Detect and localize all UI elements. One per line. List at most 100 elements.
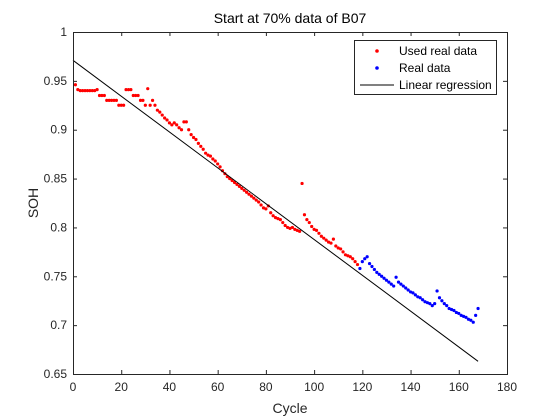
real-data-point — [471, 320, 475, 324]
used-real-data-point — [235, 182, 239, 187]
real-data-point — [428, 302, 432, 306]
real-data-point — [401, 284, 405, 288]
used-real-data-point — [126, 88, 131, 92]
used-real-data-point — [254, 198, 258, 202]
used-real-data-point — [150, 98, 155, 102]
y-tick-label: 1 — [60, 25, 67, 39]
x-tick-label: 40 — [163, 380, 177, 394]
legend-marker-used-real-data — [375, 49, 379, 53]
real-data-point — [447, 306, 451, 311]
used-real-data-point — [165, 118, 169, 122]
used-real-data-point — [237, 184, 241, 188]
used-real-data-point — [353, 260, 357, 264]
real-data-point — [406, 288, 410, 292]
used-real-data-point — [300, 181, 304, 186]
x-axis-title: Cycle — [272, 400, 307, 416]
x-tick-label: 160 — [449, 380, 469, 394]
used-real-data-point — [155, 108, 159, 112]
used-real-data-point — [208, 154, 213, 158]
used-real-data-point — [298, 229, 302, 233]
used-real-data-point — [124, 88, 128, 92]
legend-label-real-data: Real data — [399, 61, 451, 75]
chart-title: Start at 70% data of B07 — [214, 10, 367, 26]
used-real-data-point — [189, 133, 193, 137]
used-real-data-point — [141, 98, 145, 102]
x-tick-label: 180 — [497, 380, 517, 394]
used-real-data-point — [81, 89, 85, 93]
x-tick-label: 80 — [259, 380, 273, 394]
real-data-point — [437, 296, 442, 300]
used-real-data-point — [249, 194, 254, 198]
used-real-data-point — [326, 240, 331, 244]
y-tick-label: 0.85 — [44, 172, 68, 186]
used-real-data-point — [290, 225, 295, 230]
used-real-data-point — [257, 200, 261, 204]
used-real-data-point — [339, 247, 343, 251]
used-real-data-point — [163, 116, 167, 120]
real-data-point — [433, 302, 437, 306]
y-tick-label: 0.75 — [44, 269, 68, 283]
real-data-point — [370, 264, 374, 269]
real-data-point — [445, 304, 449, 308]
real-data-point — [459, 313, 463, 317]
y-tick-label: 0.95 — [44, 74, 68, 88]
real-data-point — [360, 260, 364, 264]
used-real-data-point — [305, 218, 309, 222]
real-data-point — [449, 307, 454, 312]
used-real-data-point — [310, 224, 314, 229]
real-data-point — [375, 270, 379, 274]
used-real-data-point — [240, 186, 244, 190]
used-real-data-point — [218, 165, 222, 169]
real-data-point — [440, 299, 444, 303]
used-real-data-point — [211, 157, 215, 161]
real-data-point — [430, 304, 434, 308]
used-real-data-point — [334, 244, 338, 248]
used-real-data-point — [281, 220, 285, 225]
used-real-data-point — [95, 88, 99, 92]
used-real-data-point — [146, 87, 150, 91]
y-axis-title: SOH — [25, 188, 41, 218]
used-real-data-point — [336, 246, 340, 250]
used-real-data-point — [307, 220, 311, 225]
real-data-point — [394, 275, 398, 279]
used-real-data-point — [97, 93, 102, 98]
real-data-point — [452, 308, 456, 313]
used-real-data-point — [100, 93, 104, 98]
x-tick-label: 60 — [211, 380, 225, 394]
used-real-data-point — [83, 89, 87, 93]
axes-box — [73, 32, 508, 375]
used-real-data-point — [252, 196, 256, 200]
used-real-data-point — [160, 113, 164, 117]
used-real-data-point — [129, 88, 133, 92]
real-data-point — [474, 313, 478, 317]
used-real-data-point — [78, 89, 82, 93]
legend-label-linear-regression: Linear regression — [399, 78, 492, 92]
used-real-data-point — [179, 128, 184, 132]
real-data-point — [411, 291, 415, 295]
used-real-data-point — [283, 223, 287, 228]
real-data-point — [380, 274, 384, 278]
real-data-point — [423, 300, 427, 304]
used-real-data-point — [153, 103, 157, 107]
legend-marker-real-data — [375, 66, 379, 70]
used-real-data-point — [312, 227, 316, 231]
real-data-point — [389, 282, 393, 286]
used-real-data-point — [204, 151, 208, 155]
real-data-point — [384, 278, 389, 282]
real-data-point — [462, 314, 466, 318]
real-data-point — [387, 280, 391, 284]
used-real-data-point — [201, 147, 205, 151]
real-data-point — [399, 282, 403, 286]
real-data-point — [372, 267, 376, 272]
used-real-data-point — [177, 126, 181, 130]
used-real-data-point — [122, 103, 126, 107]
used-real-data-point — [232, 180, 237, 185]
used-real-data-point — [288, 226, 292, 231]
used-real-data-point — [295, 228, 299, 232]
used-real-data-point — [276, 217, 280, 221]
real-data-point — [358, 266, 362, 271]
used-real-data-point — [264, 207, 268, 211]
used-real-data-point — [107, 98, 111, 102]
y-tick-label: 0.8 — [50, 220, 67, 234]
used-real-data-point — [351, 257, 355, 261]
